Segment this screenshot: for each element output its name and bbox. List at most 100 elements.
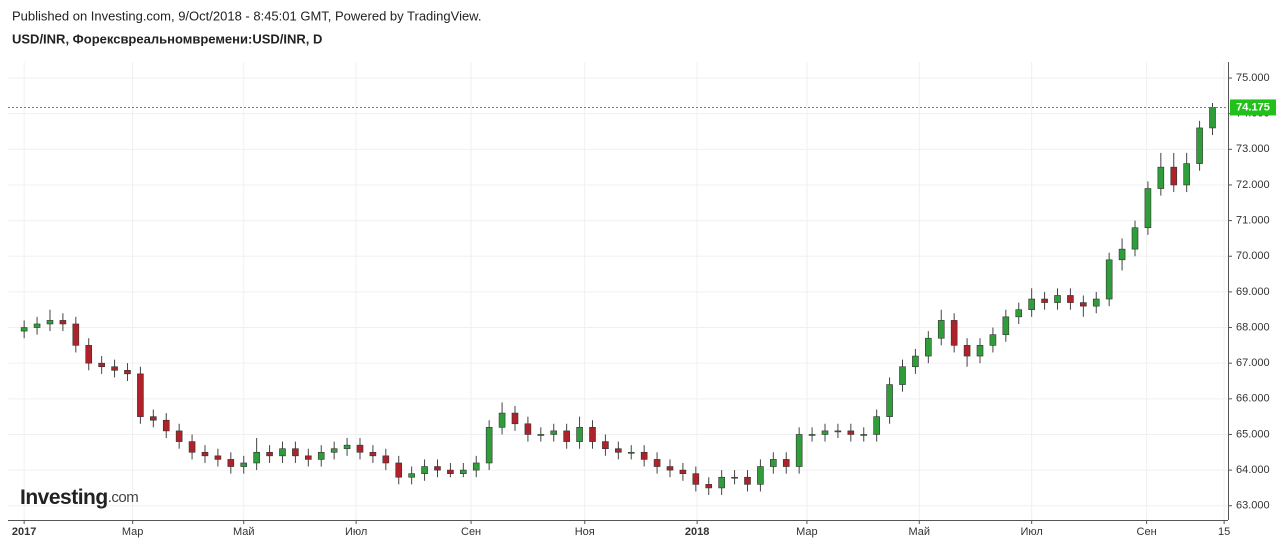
- published-note: Published on Investing.com, 9/Oct/2018 -…: [12, 8, 481, 23]
- candle-body: [847, 430, 855, 435]
- candle-body: [1080, 302, 1087, 307]
- y-tick-label: 73.000: [1236, 143, 1270, 155]
- candle-body: [589, 427, 596, 442]
- candle-body: [1131, 227, 1139, 250]
- candle-body: [1118, 248, 1126, 261]
- candle-body: [175, 430, 183, 442]
- candle-body: [640, 451, 648, 460]
- price-label-box: [1230, 99, 1276, 116]
- candle-body: [782, 459, 790, 467]
- x-tick-label: Май: [909, 526, 931, 538]
- candle-body: [1209, 107, 1216, 129]
- x-tick-label: Сен: [461, 526, 481, 538]
- chart-title: USD/INR, Форексвреальномвремени:USD/INR,…: [12, 31, 322, 46]
- candle-body: [460, 469, 467, 474]
- x-tick-label: 2017: [12, 526, 36, 538]
- candle-body: [124, 370, 131, 375]
- candle-body: [98, 362, 105, 368]
- candle-body: [1196, 127, 1203, 164]
- candle-body: [1092, 298, 1100, 307]
- x-tick-label: 2018: [685, 526, 709, 538]
- x-tick-label: 15: [1218, 526, 1230, 538]
- candle-body: [240, 462, 248, 467]
- y-tick-label: 72.000: [1236, 179, 1270, 191]
- candle-body: [382, 455, 390, 464]
- candle-body: [1144, 188, 1152, 229]
- candle-body: [137, 373, 144, 417]
- candle-body: [266, 451, 273, 457]
- candle-body: [976, 345, 984, 357]
- candle-body: [85, 345, 93, 364]
- candle-body: [395, 462, 403, 478]
- candle-body: [679, 469, 687, 474]
- candle-body: [757, 466, 764, 485]
- candle-body: [20, 327, 28, 332]
- candle-body: [356, 444, 364, 453]
- candle-body: [886, 384, 893, 417]
- candle-body: [227, 459, 235, 467]
- candle-body: [744, 476, 751, 485]
- candle-body: [253, 451, 260, 464]
- candle-body: [72, 323, 80, 346]
- plot-area: [8, 62, 1228, 520]
- candle-body: [511, 412, 519, 425]
- candle-body: [150, 416, 157, 421]
- candle-body: [1170, 166, 1178, 186]
- candle-body: [860, 434, 868, 436]
- candle-body: [1183, 163, 1190, 186]
- candle-body: [279, 448, 286, 457]
- y-tick-label: 65.000: [1236, 428, 1270, 440]
- candle-body: [1028, 298, 1035, 311]
- candle-body: [563, 430, 570, 442]
- x-tick-label: Май: [233, 526, 255, 538]
- candle-body: [33, 323, 41, 328]
- candle-body: [46, 320, 54, 325]
- candle-body: [59, 320, 67, 325]
- candle-body: [188, 441, 196, 453]
- candle-body: [705, 484, 713, 489]
- candle-body: [1002, 316, 1010, 335]
- candle-body: [317, 451, 325, 460]
- candle-body: [434, 466, 441, 471]
- candle-body: [718, 476, 725, 489]
- candle-body: [873, 416, 880, 435]
- candle-body: [524, 423, 532, 435]
- candle-body: [808, 434, 816, 436]
- y-tick-label: 69.000: [1236, 286, 1270, 298]
- candle-body: [937, 320, 945, 339]
- candle-body: [653, 459, 661, 467]
- candle-body: [472, 462, 480, 471]
- candle-body: [912, 355, 919, 368]
- candle-body: [925, 337, 932, 357]
- y-tick-label: 68.000: [1236, 321, 1270, 333]
- candle-body: [627, 451, 635, 454]
- candle-body: [576, 427, 583, 442]
- candle-body: [989, 334, 997, 346]
- x-tick-label: Июл: [345, 526, 367, 538]
- y-tick-label: 75.000: [1236, 72, 1270, 84]
- candle-body: [343, 444, 351, 450]
- candle-body: [602, 441, 609, 450]
- candle-body: [950, 320, 958, 346]
- x-tick-label: Июл: [1020, 526, 1042, 538]
- candle-body: [963, 345, 971, 357]
- x-tick-label: Сен: [1137, 526, 1157, 538]
- x-tick-label: Ноя: [575, 526, 595, 538]
- logo: Investing.com: [20, 486, 138, 509]
- candle-body: [111, 366, 118, 371]
- x-tick-label: Мар: [796, 526, 818, 538]
- candle-body: [1157, 166, 1165, 189]
- candle-body: [537, 434, 545, 436]
- candle-body: [550, 430, 558, 435]
- candle-body: [1015, 309, 1023, 318]
- candle-body: [666, 466, 674, 471]
- candle-body: [731, 476, 738, 479]
- candle-body: [498, 412, 506, 428]
- candle-body: [795, 434, 803, 467]
- x-tick-label: Мар: [122, 526, 144, 538]
- candle-body: [485, 427, 493, 464]
- candle-body: [162, 419, 170, 432]
- candle-body: [821, 430, 829, 435]
- candle-body: [615, 448, 622, 453]
- candle-body: [1041, 298, 1048, 303]
